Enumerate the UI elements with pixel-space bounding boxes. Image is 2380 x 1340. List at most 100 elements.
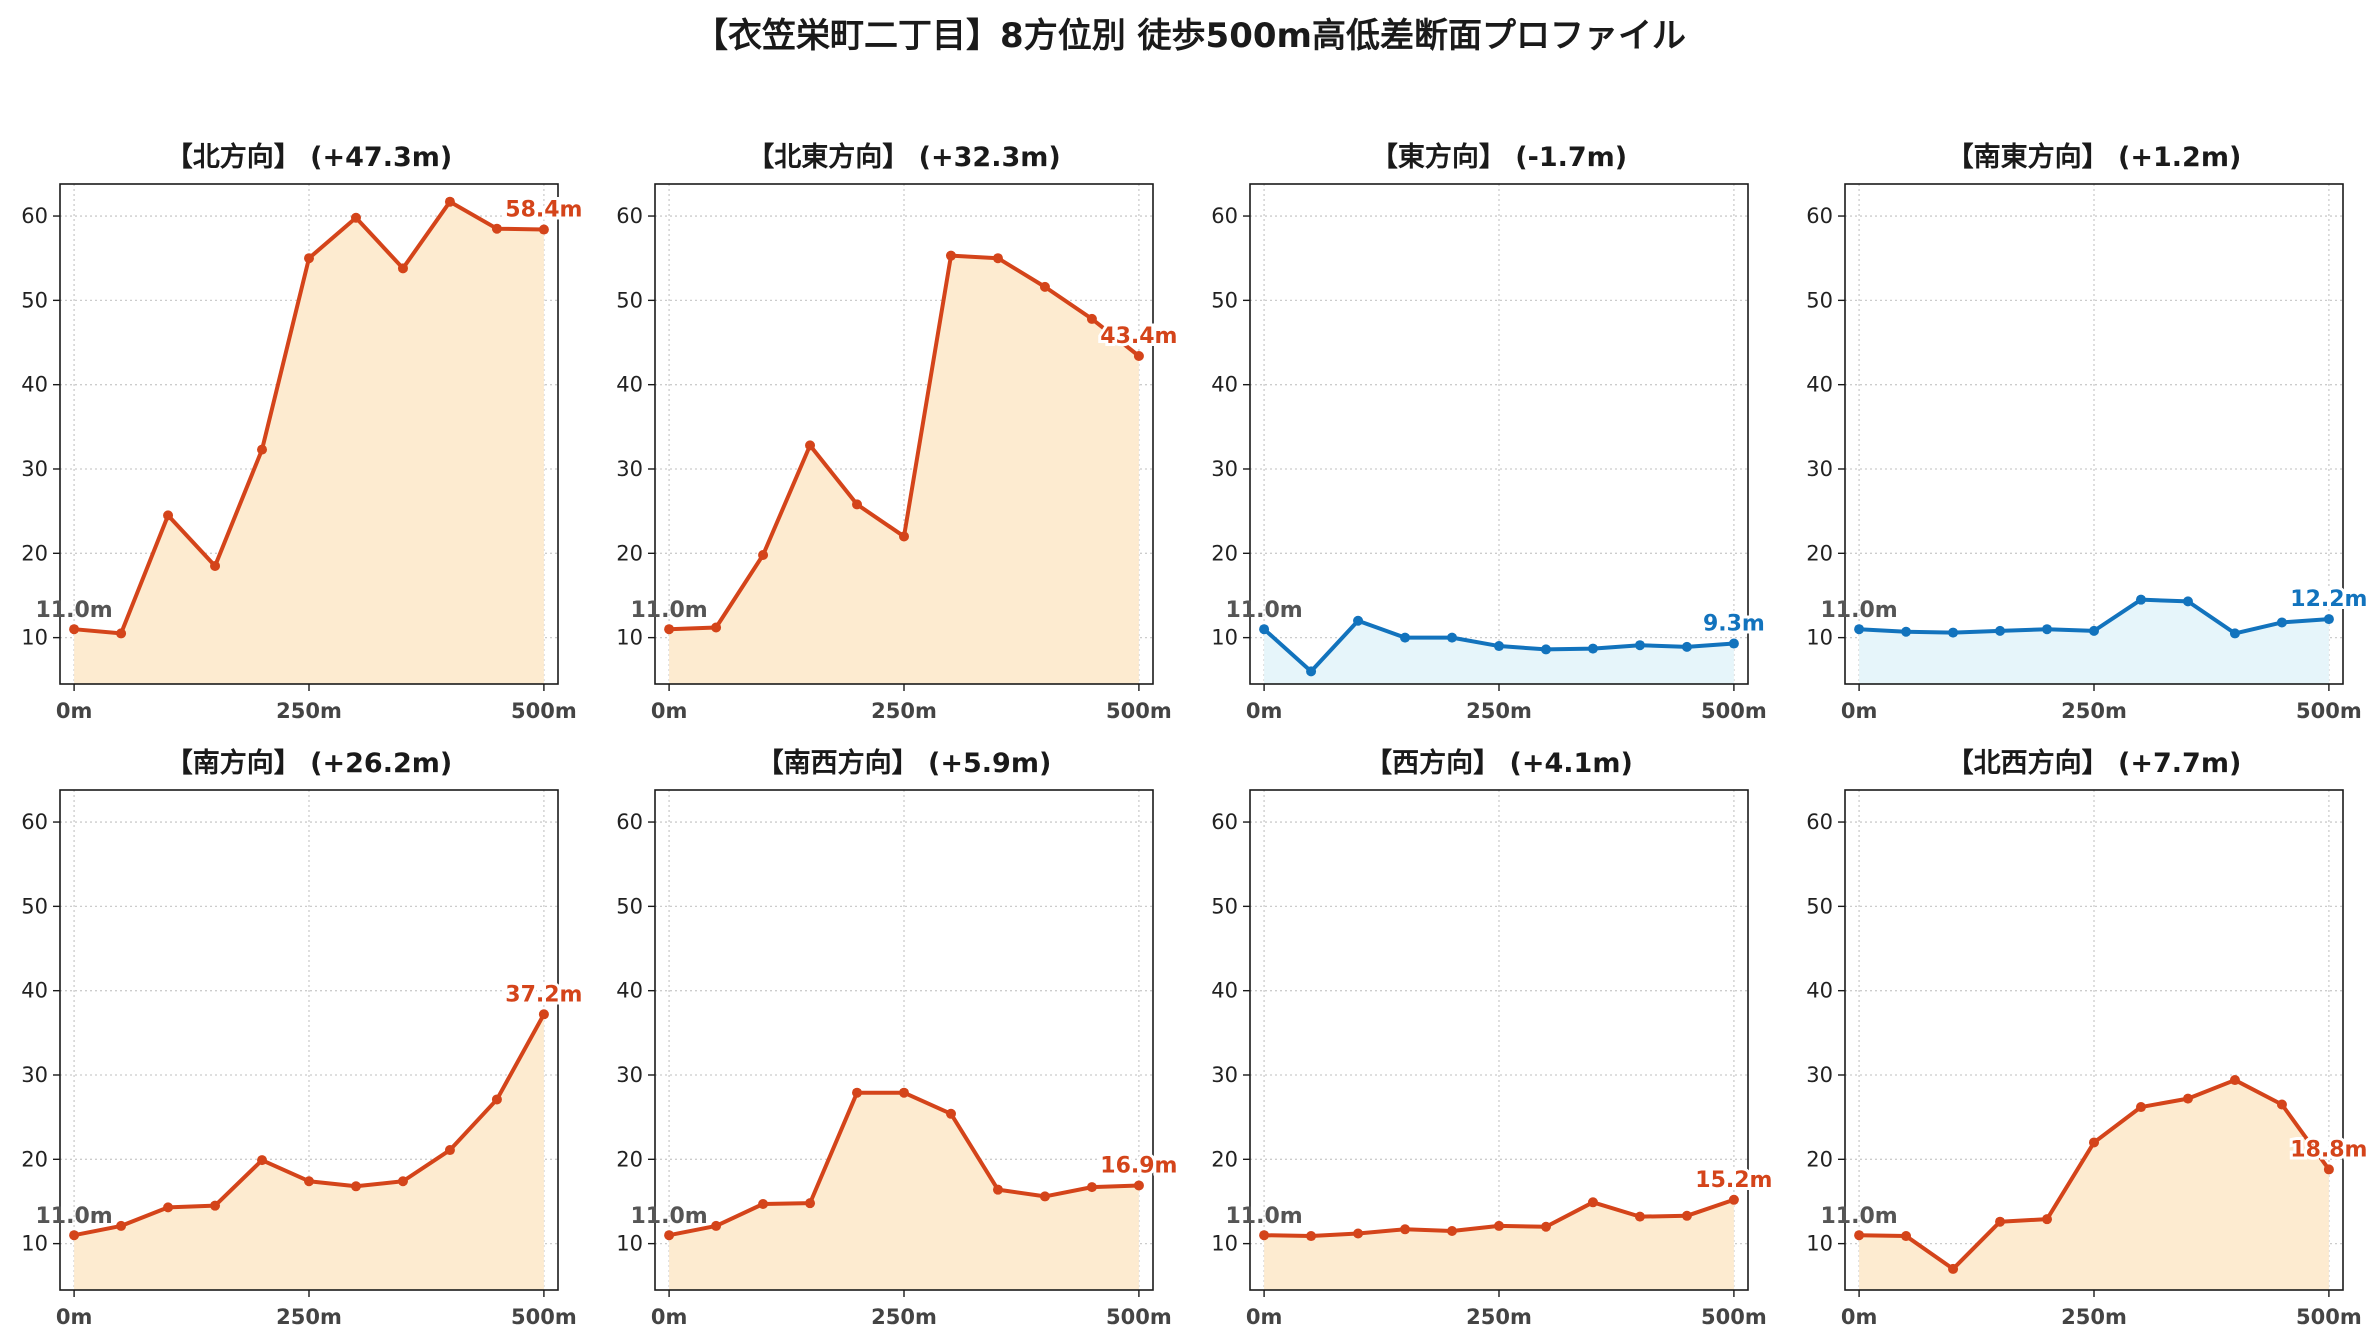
xtick-label: 250m	[1466, 699, 1532, 723]
data-point	[538, 224, 549, 235]
xtick-label: 500m	[2296, 1305, 2362, 1329]
xtick-label: 500m	[2296, 699, 2362, 723]
end-value-label: 43.4m	[1100, 324, 1177, 349]
start-value-label: 11.0m	[1225, 1204, 1302, 1229]
ytick-label: 40	[1211, 373, 1238, 397]
data-point	[444, 196, 455, 207]
ytick-label: 10	[21, 1232, 48, 1256]
xtick-label: 500m	[1701, 699, 1767, 723]
xtick-label: 250m	[1466, 1305, 1532, 1329]
ytick-label: 60	[1211, 810, 1238, 834]
area-fill	[1264, 620, 1734, 684]
xtick-label: 500m	[1701, 1305, 1767, 1329]
ytick-label: 10	[1806, 1232, 1833, 1256]
data-point	[2276, 1099, 2287, 1110]
data-point	[69, 624, 80, 635]
start-value-label: 11.0m	[630, 598, 707, 623]
ytick-label: 10	[1211, 1232, 1238, 1256]
data-point	[1540, 644, 1551, 655]
end-value-label: 37.2m	[505, 982, 582, 1007]
data-point	[444, 1145, 455, 1156]
data-point	[664, 624, 675, 635]
data-point	[397, 1176, 408, 1187]
data-point	[711, 1220, 722, 1231]
data-point	[1901, 626, 1912, 637]
ytick-label: 40	[616, 979, 643, 1003]
data-point	[163, 1202, 174, 1213]
data-point	[1306, 1231, 1317, 1242]
data-point	[491, 223, 502, 234]
xtick-label: 250m	[2061, 1305, 2127, 1329]
ytick-label: 20	[1806, 541, 1833, 565]
data-point	[2042, 624, 2053, 635]
data-point	[1400, 632, 1411, 643]
ytick-label: 50	[1806, 894, 1833, 918]
data-point	[664, 1230, 675, 1241]
data-point	[1086, 313, 1097, 324]
data-point	[1728, 1194, 1739, 1205]
ytick-label: 60	[21, 204, 48, 228]
ytick-label: 60	[616, 810, 643, 834]
data-point	[1400, 1224, 1411, 1235]
data-point	[69, 1230, 80, 1241]
data-point	[1259, 1230, 1270, 1241]
ytick-label: 20	[1211, 541, 1238, 565]
subplot-4: 【南方向】 (+26.2m) 10 20 30 40 50 60 0m 250m 500m 11.0…	[21, 747, 585, 1329]
data-point	[2135, 1102, 2146, 1113]
data-point	[1587, 643, 1598, 654]
data-point	[711, 622, 722, 633]
start-value-label: 11.0m	[1820, 598, 1897, 623]
ytick-label: 10	[616, 626, 643, 650]
data-point	[350, 1181, 361, 1192]
ytick-label: 40	[21, 373, 48, 397]
data-point	[945, 1108, 956, 1119]
xtick-label: 500m	[1106, 1305, 1172, 1329]
data-point	[538, 1009, 549, 1020]
data-point	[350, 212, 361, 223]
data-point	[852, 1087, 863, 1098]
data-point	[945, 250, 956, 261]
data-point	[2276, 617, 2287, 628]
ytick-label: 20	[21, 1147, 48, 1171]
xtick-label: 500m	[511, 699, 577, 723]
ytick-label: 30	[616, 457, 643, 481]
start-value-label: 11.0m	[630, 1204, 707, 1229]
subplot-1: 【北東方向】 (+32.3m) 10 20 30 40 50 60 0m 250m 500m 11.…	[616, 141, 1180, 723]
xtick-label: 0m	[56, 699, 93, 723]
ytick-label: 30	[1806, 1063, 1833, 1087]
data-point	[491, 1094, 502, 1105]
subplot-title: 【西方向】 (+4.1m)	[1365, 747, 1633, 779]
ytick-label: 30	[1211, 457, 1238, 481]
data-point	[1854, 624, 1865, 635]
data-point	[1854, 1230, 1865, 1241]
ytick-label: 20	[1806, 1147, 1833, 1171]
xtick-label: 250m	[2061, 699, 2127, 723]
ytick-label: 30	[1211, 1063, 1238, 1087]
data-point	[1901, 1231, 1912, 1242]
data-point	[899, 1087, 909, 1098]
area-fill	[669, 1092, 1139, 1290]
end-value-label: 9.3m	[1703, 612, 1765, 637]
ytick-label: 30	[616, 1063, 643, 1087]
data-point	[1353, 1228, 1364, 1239]
data-point	[1634, 1211, 1645, 1222]
ytick-label: 20	[1211, 1147, 1238, 1171]
subplot-0: 【北方向】 (+47.3m) 10 20 30 40 50 60 0m 250m 500m 11.0…	[21, 141, 585, 723]
subplot-2: 【東方向】 (-1.7m) 10 20 30 40 50 60 0m 250m 500m 11.0m…	[1211, 141, 1768, 723]
xtick-label: 250m	[871, 699, 937, 723]
xtick-label: 0m	[1246, 699, 1283, 723]
ytick-label: 30	[1806, 457, 1833, 481]
area-fill	[1859, 1080, 2329, 1290]
end-value-label: 58.4m	[505, 198, 582, 223]
data-point	[899, 531, 909, 542]
ytick-label: 50	[1211, 288, 1238, 312]
data-point	[1447, 1225, 1458, 1236]
area-fill	[1264, 1199, 1734, 1290]
subplot-title: 【東方向】 (-1.7m)	[1371, 141, 1627, 173]
data-point	[852, 499, 863, 510]
start-value-label: 11.0m	[1820, 1204, 1897, 1229]
data-point	[1540, 1221, 1551, 1232]
ytick-label: 50	[21, 288, 48, 312]
xtick-label: 250m	[871, 1305, 937, 1329]
data-point	[2323, 1164, 2334, 1175]
